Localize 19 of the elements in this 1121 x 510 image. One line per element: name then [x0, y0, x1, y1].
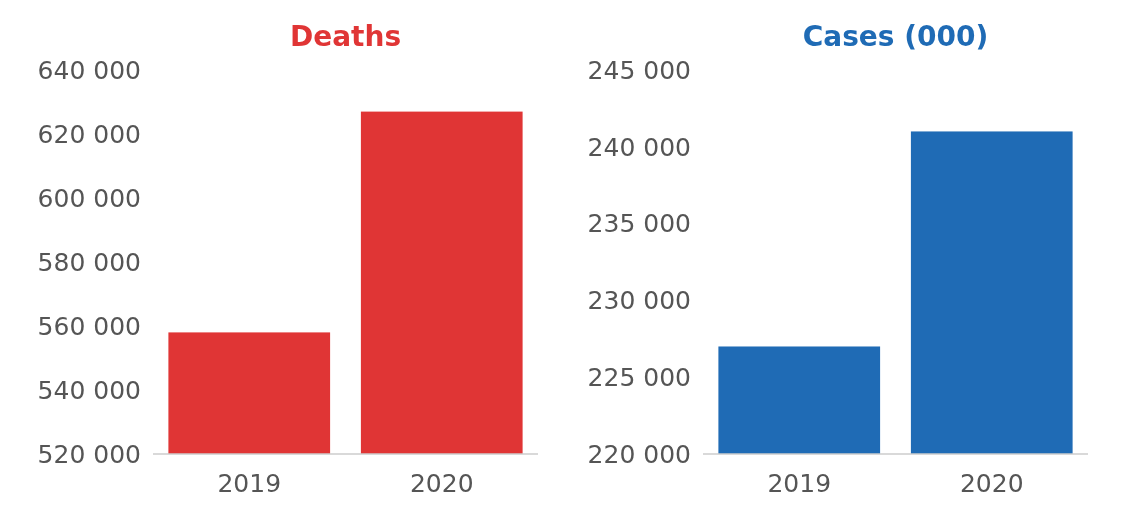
chart-title: Deaths — [289, 20, 402, 53]
y-tick-label: 240 000 — [587, 132, 691, 162]
y-tick-label: 600 000 — [37, 183, 141, 213]
chart-title: Cases (000) — [802, 20, 989, 53]
x-tick-label: 2020 — [409, 469, 474, 498]
y-tick-label: 580 000 — [37, 247, 141, 277]
y-tick-label: 245 000 — [587, 55, 691, 85]
y-tick-label: 620 000 — [37, 119, 141, 149]
x-tick-label: 2019 — [217, 469, 282, 498]
y-tick-label: 640 000 — [37, 55, 141, 85]
y-tick-label: 220 000 — [587, 439, 691, 469]
x-tick-label: 2020 — [959, 469, 1024, 498]
y-tick-label: 235 000 — [587, 209, 691, 239]
y-tick-label: 225 000 — [587, 362, 691, 392]
y-tick-label: 540 000 — [37, 375, 141, 405]
y-tick-label: 520 000 — [37, 439, 141, 469]
x-tick-label: 2019 — [767, 469, 832, 498]
y-tick-label: 230 000 — [587, 286, 691, 316]
y-tick-label: 560 000 — [37, 311, 141, 341]
